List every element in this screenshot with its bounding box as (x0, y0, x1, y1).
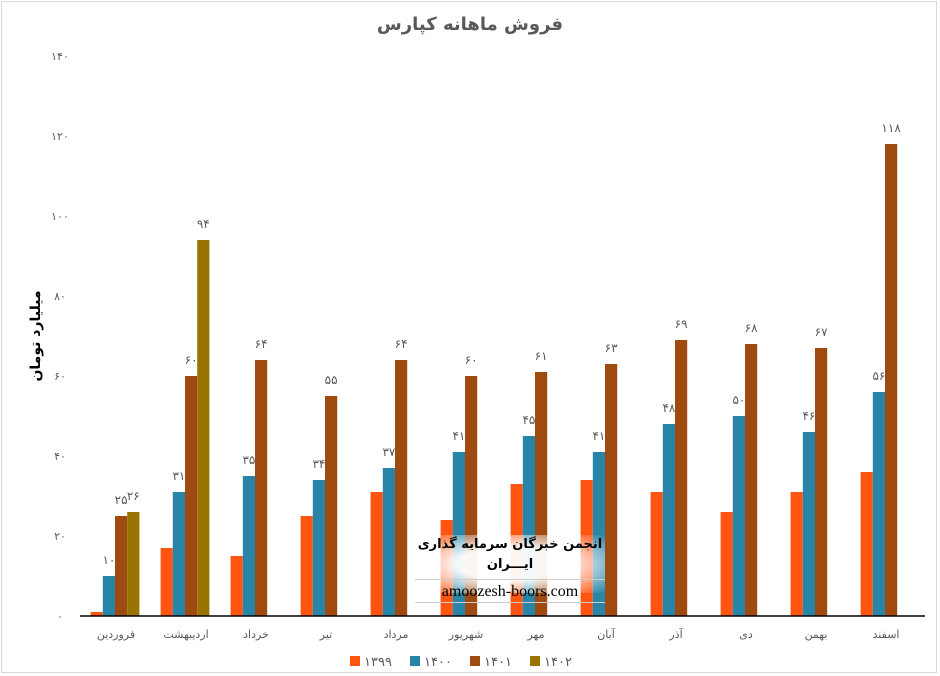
data-label: ۶۰ (185, 353, 198, 367)
bar (802, 432, 815, 616)
x-tick-label: اسفند (873, 628, 900, 641)
x-tick-label: فروردین (97, 628, 135, 641)
watermark-url: amoozesh-boors.com (415, 582, 605, 603)
bar (90, 612, 103, 616)
legend-swatch (530, 656, 540, 666)
x-tick-label: تیر (319, 628, 332, 641)
legend-label: ۱۳۹۹ (364, 655, 392, 670)
data-label: ۶۱ (535, 349, 548, 363)
watermark: انجمن خبرگان سرمایه گذاری ایـــران amooz… (415, 535, 605, 603)
watermark-divider (415, 579, 605, 580)
data-label: ۶۸ (745, 321, 758, 335)
data-label: ۶۷ (815, 325, 828, 339)
bar (815, 348, 828, 616)
data-label: ۳۴ (312, 457, 325, 471)
y-tick-label: ۴۰ (54, 450, 66, 463)
x-tick-label: آبان (597, 627, 615, 641)
bar (242, 476, 255, 616)
bar (185, 376, 198, 616)
bar (885, 144, 898, 616)
bar (650, 492, 663, 616)
x-tick-label: آذر (668, 627, 683, 641)
legend-swatch (350, 656, 360, 666)
data-label: ۵۵ (325, 373, 338, 387)
x-axis-ticks: فروردین اردیبهشت خرداد تیر مرداد شهریور مهر آبا… (97, 627, 900, 641)
legend-swatch (470, 656, 480, 666)
legend-label: ۱۴۰۲ (544, 655, 572, 670)
legend-swatch (410, 656, 420, 666)
bar (790, 492, 803, 616)
data-labels: ۱۰ ۲۵ ۲۶ ۳۱ ۶۰ ۹۴ ۳۵ ۶۴ ۳۴ ۵۵ ۳۷ ۶۴ ۴۱ ۶۰ ۴۵ ۶۱ ۴۱ ۶۳ ۴۸ ۶۹… (102, 121, 901, 567)
y-tick-label: ۱۲۰ (51, 130, 69, 143)
bar (860, 472, 873, 616)
legend-label: ۱۴۰۰ (424, 655, 452, 670)
bar (395, 360, 408, 616)
data-label: ۶۴ (255, 337, 268, 351)
bar (115, 516, 128, 616)
y-tick-label: ۲۰ (54, 530, 66, 543)
bar (382, 468, 395, 616)
bar (312, 480, 325, 616)
data-label: ۴۸ (662, 401, 675, 415)
bar (662, 424, 675, 616)
data-label: ۶۹ (675, 317, 688, 331)
x-tick-label: مهر (526, 628, 544, 641)
bar (720, 512, 733, 616)
bar (127, 512, 140, 616)
x-tick-label: مرداد (384, 628, 409, 641)
bar (230, 556, 243, 616)
data-label: ۴۶ (802, 409, 815, 423)
data-label: ۴۱ (592, 429, 605, 443)
bar (872, 392, 885, 616)
data-label: ۶۴ (395, 337, 408, 351)
data-label: ۶۰ (465, 353, 478, 367)
data-label: ۲۵ (115, 493, 128, 507)
data-label: ۴۱ (452, 429, 465, 443)
data-label: ۱۰ (102, 553, 115, 567)
x-tick-label: خرداد (243, 628, 269, 641)
x-tick-label: بهمن (805, 628, 828, 641)
bar (732, 416, 745, 616)
bar (197, 240, 210, 616)
data-label: ۶۳ (605, 341, 618, 355)
bar (370, 492, 383, 616)
bar (605, 364, 618, 616)
data-label: ۴۵ (522, 413, 535, 427)
data-label: ۹۴ (197, 217, 210, 231)
y-axis-ticks: ۰ ۲۰ ۴۰ ۶۰ ۸۰ ۱۰۰ ۱۲۰ ۱۴۰ (51, 50, 69, 623)
x-tick-label: دی (739, 628, 753, 641)
y-tick-label: ۸۰ (54, 290, 66, 303)
data-label: ۳۷ (382, 445, 395, 459)
bar (300, 516, 313, 616)
data-label: ۵۶ (872, 369, 885, 383)
x-tick-label: اردیبهشت (163, 628, 208, 641)
bar (675, 340, 688, 616)
x-tick-label: شهریور (448, 628, 483, 641)
data-label: ۲۶ (127, 489, 140, 503)
y-tick-label: ۶۰ (54, 370, 66, 383)
bar (172, 492, 185, 616)
legend: ۱۳۹۹ ۱۴۰۰ ۱۴۰۱ ۱۴۰۲ (350, 655, 572, 670)
legend-label: ۱۴۰۱ (484, 655, 512, 670)
y-tick-label: ۱۰۰ (51, 210, 69, 223)
data-label: ۱۱۸ (881, 121, 901, 135)
y-axis-label: میلیارد تومان (28, 290, 44, 381)
y-tick-label: ۱۴۰ (51, 50, 69, 63)
bar (160, 548, 173, 616)
bar (745, 344, 758, 616)
bar (102, 576, 115, 616)
bar (325, 396, 338, 616)
y-tick-label: ۰ (57, 610, 63, 623)
data-label: ۵۰ (732, 393, 745, 407)
watermark-persian: انجمن خبرگان سرمایه گذاری ایـــران (417, 537, 603, 572)
chart-title: فروش ماهانه کپارس (377, 14, 563, 35)
data-label: ۳۱ (172, 469, 185, 483)
data-label: ۳۵ (242, 453, 255, 467)
bar (255, 360, 268, 616)
